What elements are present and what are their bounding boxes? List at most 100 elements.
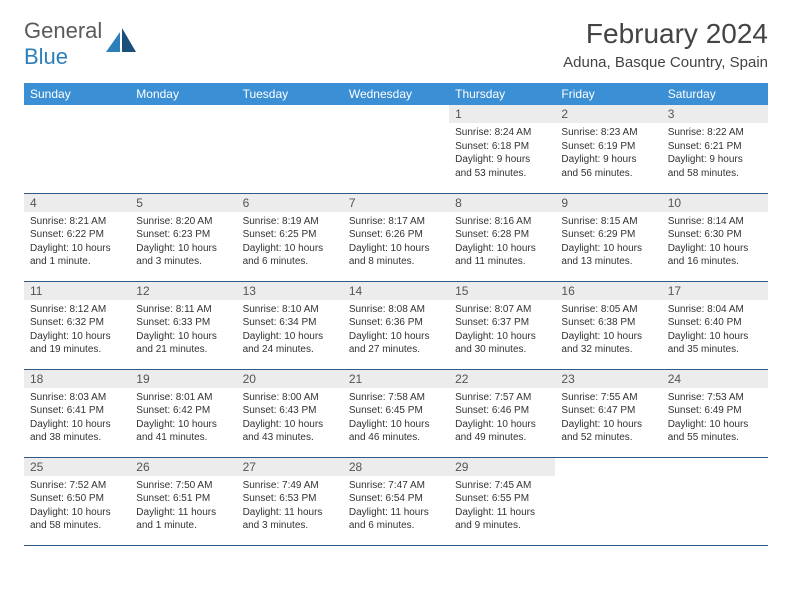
logo-text-gray: General bbox=[24, 18, 102, 43]
day-number: 5 bbox=[130, 194, 236, 212]
day-number: 7 bbox=[343, 194, 449, 212]
day-cell: . bbox=[24, 105, 130, 193]
day-cell: 26Sunrise: 7:50 AMSunset: 6:51 PMDayligh… bbox=[130, 457, 236, 545]
day-number: 23 bbox=[555, 370, 661, 388]
day-body: Sunrise: 8:14 AMSunset: 6:30 PMDaylight:… bbox=[662, 212, 768, 275]
day-number: 19 bbox=[130, 370, 236, 388]
day-number: 17 bbox=[662, 282, 768, 300]
day-body: Sunrise: 8:07 AMSunset: 6:37 PMDaylight:… bbox=[449, 300, 555, 363]
page-header: General Blue February 2024 Aduna, Basque… bbox=[24, 18, 768, 71]
day-cell: 6Sunrise: 8:19 AMSunset: 6:25 PMDaylight… bbox=[237, 193, 343, 281]
location: Aduna, Basque Country, Spain bbox=[563, 54, 768, 71]
day-number: 21 bbox=[343, 370, 449, 388]
day-body: Sunrise: 8:05 AMSunset: 6:38 PMDaylight:… bbox=[555, 300, 661, 363]
dow-header: Tuesday bbox=[237, 83, 343, 105]
logo-text: General Blue bbox=[24, 18, 102, 70]
day-cell: 12Sunrise: 8:11 AMSunset: 6:33 PMDayligh… bbox=[130, 281, 236, 369]
dow-header: Thursday bbox=[449, 83, 555, 105]
day-body: Sunrise: 8:00 AMSunset: 6:43 PMDaylight:… bbox=[237, 388, 343, 451]
day-number: 18 bbox=[24, 370, 130, 388]
day-body: Sunrise: 8:23 AMSunset: 6:19 PMDaylight:… bbox=[555, 123, 661, 186]
day-body: Sunrise: 8:12 AMSunset: 6:32 PMDaylight:… bbox=[24, 300, 130, 363]
day-cell: . bbox=[237, 105, 343, 193]
day-cell: . bbox=[662, 457, 768, 545]
day-cell: 17Sunrise: 8:04 AMSunset: 6:40 PMDayligh… bbox=[662, 281, 768, 369]
day-cell: 7Sunrise: 8:17 AMSunset: 6:26 PMDaylight… bbox=[343, 193, 449, 281]
day-number: 3 bbox=[662, 105, 768, 123]
day-cell: 20Sunrise: 8:00 AMSunset: 6:43 PMDayligh… bbox=[237, 369, 343, 457]
day-body: Sunrise: 7:58 AMSunset: 6:45 PMDaylight:… bbox=[343, 388, 449, 451]
day-cell: 13Sunrise: 8:10 AMSunset: 6:34 PMDayligh… bbox=[237, 281, 343, 369]
dow-header: Sunday bbox=[24, 83, 130, 105]
day-cell: 28Sunrise: 7:47 AMSunset: 6:54 PMDayligh… bbox=[343, 457, 449, 545]
day-body: Sunrise: 8:24 AMSunset: 6:18 PMDaylight:… bbox=[449, 123, 555, 186]
day-cell: 21Sunrise: 7:58 AMSunset: 6:45 PMDayligh… bbox=[343, 369, 449, 457]
day-body: Sunrise: 7:57 AMSunset: 6:46 PMDaylight:… bbox=[449, 388, 555, 451]
day-body: Sunrise: 8:01 AMSunset: 6:42 PMDaylight:… bbox=[130, 388, 236, 451]
day-body: Sunrise: 7:45 AMSunset: 6:55 PMDaylight:… bbox=[449, 476, 555, 539]
day-cell: 3Sunrise: 8:22 AMSunset: 6:21 PMDaylight… bbox=[662, 105, 768, 193]
day-body: Sunrise: 7:55 AMSunset: 6:47 PMDaylight:… bbox=[555, 388, 661, 451]
logo: General Blue bbox=[24, 18, 138, 70]
day-number: 12 bbox=[130, 282, 236, 300]
day-body: Sunrise: 8:10 AMSunset: 6:34 PMDaylight:… bbox=[237, 300, 343, 363]
day-cell: 14Sunrise: 8:08 AMSunset: 6:36 PMDayligh… bbox=[343, 281, 449, 369]
day-cell: 10Sunrise: 8:14 AMSunset: 6:30 PMDayligh… bbox=[662, 193, 768, 281]
day-body: Sunrise: 8:03 AMSunset: 6:41 PMDaylight:… bbox=[24, 388, 130, 451]
day-number: 22 bbox=[449, 370, 555, 388]
day-body: Sunrise: 7:52 AMSunset: 6:50 PMDaylight:… bbox=[24, 476, 130, 539]
month-title: February 2024 bbox=[563, 18, 768, 50]
title-block: February 2024 Aduna, Basque Country, Spa… bbox=[563, 18, 768, 71]
day-cell: 8Sunrise: 8:16 AMSunset: 6:28 PMDaylight… bbox=[449, 193, 555, 281]
day-number: 26 bbox=[130, 458, 236, 476]
calendar-table: SundayMondayTuesdayWednesdayThursdayFrid… bbox=[24, 83, 768, 546]
day-body: Sunrise: 7:47 AMSunset: 6:54 PMDaylight:… bbox=[343, 476, 449, 539]
day-number: 13 bbox=[237, 282, 343, 300]
day-cell: 11Sunrise: 8:12 AMSunset: 6:32 PMDayligh… bbox=[24, 281, 130, 369]
day-cell: 16Sunrise: 8:05 AMSunset: 6:38 PMDayligh… bbox=[555, 281, 661, 369]
day-number: 11 bbox=[24, 282, 130, 300]
day-number: 10 bbox=[662, 194, 768, 212]
day-cell: 18Sunrise: 8:03 AMSunset: 6:41 PMDayligh… bbox=[24, 369, 130, 457]
logo-text-blue: Blue bbox=[24, 44, 68, 69]
dow-header: Saturday bbox=[662, 83, 768, 105]
day-number: 28 bbox=[343, 458, 449, 476]
day-cell: 1Sunrise: 8:24 AMSunset: 6:18 PMDaylight… bbox=[449, 105, 555, 193]
day-number: 15 bbox=[449, 282, 555, 300]
day-body: Sunrise: 8:19 AMSunset: 6:25 PMDaylight:… bbox=[237, 212, 343, 275]
day-cell: 24Sunrise: 7:53 AMSunset: 6:49 PMDayligh… bbox=[662, 369, 768, 457]
dow-row: SundayMondayTuesdayWednesdayThursdayFrid… bbox=[24, 83, 768, 105]
day-number: 27 bbox=[237, 458, 343, 476]
day-cell: 29Sunrise: 7:45 AMSunset: 6:55 PMDayligh… bbox=[449, 457, 555, 545]
day-cell: 23Sunrise: 7:55 AMSunset: 6:47 PMDayligh… bbox=[555, 369, 661, 457]
day-cell: 25Sunrise: 7:52 AMSunset: 6:50 PMDayligh… bbox=[24, 457, 130, 545]
day-cell: 27Sunrise: 7:49 AMSunset: 6:53 PMDayligh… bbox=[237, 457, 343, 545]
day-body: Sunrise: 8:15 AMSunset: 6:29 PMDaylight:… bbox=[555, 212, 661, 275]
day-body: Sunrise: 8:11 AMSunset: 6:33 PMDaylight:… bbox=[130, 300, 236, 363]
logo-sail-icon bbox=[104, 28, 138, 61]
day-number: 29 bbox=[449, 458, 555, 476]
day-number: 14 bbox=[343, 282, 449, 300]
day-cell: 2Sunrise: 8:23 AMSunset: 6:19 PMDaylight… bbox=[555, 105, 661, 193]
day-body: Sunrise: 8:17 AMSunset: 6:26 PMDaylight:… bbox=[343, 212, 449, 275]
day-number: 9 bbox=[555, 194, 661, 212]
day-cell: 4Sunrise: 8:21 AMSunset: 6:22 PMDaylight… bbox=[24, 193, 130, 281]
day-cell: 15Sunrise: 8:07 AMSunset: 6:37 PMDayligh… bbox=[449, 281, 555, 369]
day-number: 20 bbox=[237, 370, 343, 388]
week-row: ....1Sunrise: 8:24 AMSunset: 6:18 PMDayl… bbox=[24, 105, 768, 193]
week-row: 4Sunrise: 8:21 AMSunset: 6:22 PMDaylight… bbox=[24, 193, 768, 281]
day-cell: 5Sunrise: 8:20 AMSunset: 6:23 PMDaylight… bbox=[130, 193, 236, 281]
dow-header: Wednesday bbox=[343, 83, 449, 105]
day-cell: 9Sunrise: 8:15 AMSunset: 6:29 PMDaylight… bbox=[555, 193, 661, 281]
week-row: 18Sunrise: 8:03 AMSunset: 6:41 PMDayligh… bbox=[24, 369, 768, 457]
day-cell: 22Sunrise: 7:57 AMSunset: 6:46 PMDayligh… bbox=[449, 369, 555, 457]
day-number: 2 bbox=[555, 105, 661, 123]
day-body: Sunrise: 8:20 AMSunset: 6:23 PMDaylight:… bbox=[130, 212, 236, 275]
day-number: 25 bbox=[24, 458, 130, 476]
dow-header: Monday bbox=[130, 83, 236, 105]
day-body: Sunrise: 7:49 AMSunset: 6:53 PMDaylight:… bbox=[237, 476, 343, 539]
day-number: 1 bbox=[449, 105, 555, 123]
day-number: 4 bbox=[24, 194, 130, 212]
day-number: 24 bbox=[662, 370, 768, 388]
day-body: Sunrise: 8:22 AMSunset: 6:21 PMDaylight:… bbox=[662, 123, 768, 186]
